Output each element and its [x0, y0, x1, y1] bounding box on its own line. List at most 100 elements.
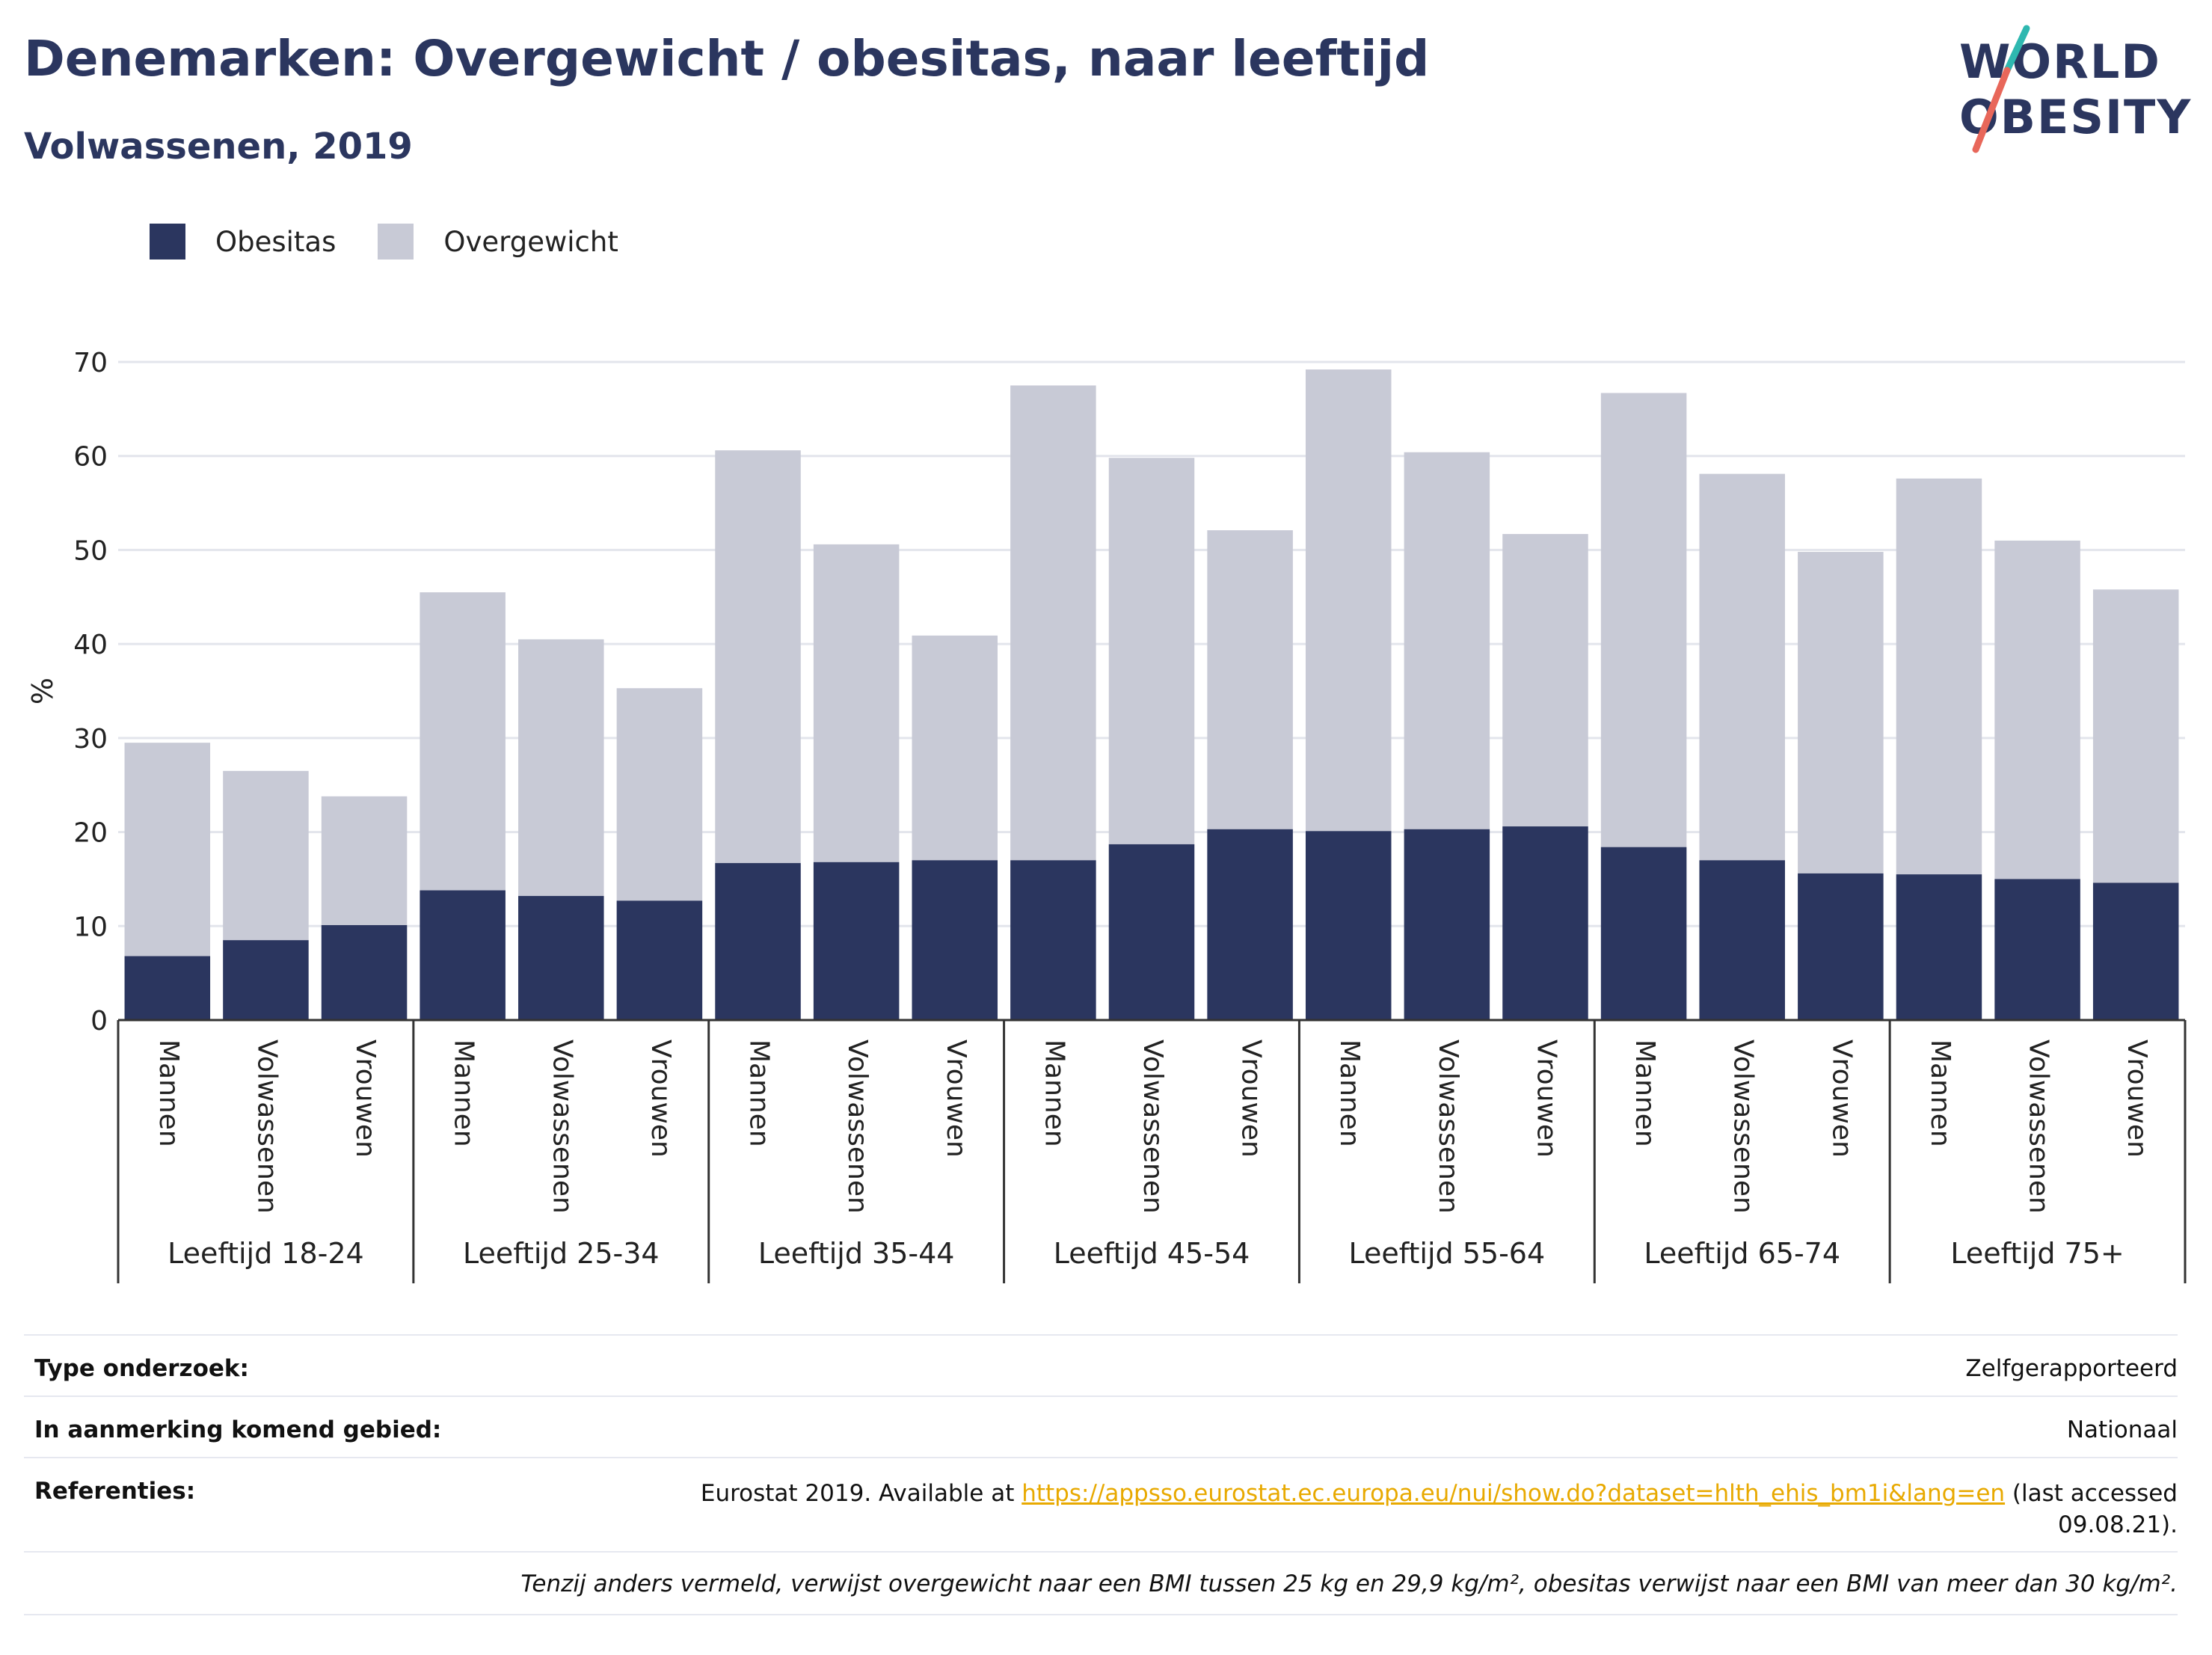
- bar-overgewicht: [1010, 385, 1096, 861]
- meta-row-type: Type onderzoek: Zelfgerapporteerd: [24, 1334, 2178, 1397]
- x-subcategory-label: Vrouwen: [1531, 1040, 1561, 1158]
- bar-overgewicht: [1404, 452, 1490, 829]
- y-tick-label: 50: [73, 535, 108, 566]
- x-subcategory-label: Mannen: [1334, 1040, 1365, 1147]
- bar-obesitas: [321, 925, 408, 1020]
- bar-obesitas: [124, 956, 211, 1020]
- svg-text:WORLD: WORLD: [1959, 34, 2161, 89]
- x-subcategory-label: Mannen: [1039, 1040, 1069, 1147]
- x-subcategory-label: Mannen: [1925, 1040, 1956, 1147]
- bar-overgewicht: [715, 450, 801, 864]
- x-subcategory-label: Volwassenen: [1728, 1040, 1759, 1214]
- x-subcategory-label: Vrouwen: [1826, 1040, 1857, 1158]
- x-subcategory-label: Mannen: [153, 1040, 184, 1147]
- bar-obesitas: [813, 862, 900, 1020]
- legend-label-overgewicht: Overgewicht: [443, 225, 618, 258]
- x-subcategory-label: Vrouwen: [645, 1040, 676, 1158]
- bar-overgewicht: [1896, 478, 1982, 875]
- y-tick-label: 40: [73, 630, 108, 660]
- x-subcategory-label: Mannen: [1629, 1040, 1660, 1147]
- bar-obesitas: [1404, 829, 1490, 1020]
- y-tick-label: 20: [73, 818, 108, 849]
- bar-obesitas: [223, 940, 309, 1020]
- bar-overgewicht: [1994, 540, 2080, 879]
- y-axis-label: %: [26, 678, 59, 704]
- bar-overgewicht: [1108, 458, 1195, 844]
- x-subcategory-label: Volwassenen: [842, 1040, 873, 1214]
- x-subcategory-label: Volwassenen: [251, 1040, 282, 1214]
- bar-overgewicht: [124, 743, 211, 957]
- x-subcategory-label: Mannen: [744, 1040, 775, 1147]
- meta-row-note: Tenzij anders vermeld, verwijst overgewi…: [24, 1551, 2178, 1615]
- legend-swatch-overgewicht: [378, 224, 414, 260]
- bar-obesitas: [616, 900, 703, 1020]
- bar-overgewicht: [616, 688, 703, 901]
- x-subcategory-label: Volwassenen: [2024, 1040, 2054, 1214]
- x-subcategory-label: Volwassenen: [1433, 1040, 1463, 1214]
- meta-area-label: In aanmerking komend gebied:: [34, 1416, 442, 1443]
- bar-overgewicht: [1600, 393, 1687, 847]
- chart-legend: Obesitas Overgewicht: [150, 221, 660, 262]
- page-title: Denemarken: Overgewicht / obesitas, naar…: [24, 30, 1430, 87]
- meta-type-label: Type onderzoek:: [34, 1355, 249, 1382]
- meta-area-value: Nationaal: [2066, 1416, 2178, 1443]
- bar-obesitas: [912, 860, 998, 1020]
- bar-overgewicht: [813, 544, 900, 862]
- meta-row-references: Referenties: Eurostat 2019. Available at…: [24, 1457, 2178, 1553]
- x-subcategory-label: Vrouwen: [941, 1040, 971, 1158]
- reference-link[interactable]: https://appsso.eurostat.ec.europa.eu/nui…: [1021, 1480, 2006, 1507]
- bar-obesitas: [1994, 879, 2080, 1020]
- y-tick-label: 10: [73, 912, 108, 942]
- metadata-table: Type onderzoek: Zelfgerapporteerd In aan…: [24, 1334, 2178, 1648]
- bar-obesitas: [2092, 882, 2179, 1020]
- x-group-label: Leeftijd 75+: [1950, 1237, 2124, 1270]
- x-subcategory-label: Vrouwen: [350, 1040, 381, 1158]
- y-tick-label: 60: [73, 442, 108, 473]
- bar-overgewicht: [1699, 473, 1785, 861]
- meta-ref-prefix: Eurostat 2019. Available at: [700, 1480, 1022, 1507]
- legend-swatch-obesitas: [150, 224, 185, 260]
- bar-overgewicht: [1207, 530, 1293, 829]
- y-tick-label: 30: [73, 724, 108, 755]
- x-subcategory-label: Volwassenen: [547, 1040, 577, 1214]
- stacked-bar-chart: 0 10 20 30 40 50 60 70% Mannen Volwassenen Vrouwen…: [26, 348, 2187, 1283]
- x-group-label: Leeftijd 55-64: [1349, 1237, 1546, 1270]
- bar-overgewicht: [2092, 589, 2179, 883]
- x-subcategory-label: Vrouwen: [2122, 1040, 2152, 1158]
- bar-overgewicht: [321, 796, 408, 926]
- bar-overgewicht: [1305, 369, 1392, 832]
- bar-overgewicht: [1502, 534, 1588, 827]
- x-group-label: Leeftijd 45-54: [1054, 1237, 1250, 1270]
- legend-label-obesitas: Obesitas: [215, 225, 337, 258]
- meta-type-value: Zelfgerapporteerd: [1965, 1355, 2178, 1382]
- bar-overgewicht: [420, 592, 506, 891]
- x-group-label: Leeftijd 25-34: [463, 1237, 660, 1270]
- bar-obesitas: [1207, 829, 1293, 1020]
- bar-obesitas: [1798, 873, 1884, 1020]
- meta-ref-suffix: (last accessed: [2005, 1480, 2178, 1507]
- bar-obesitas: [1108, 844, 1195, 1020]
- x-group-label: Leeftijd 65-74: [1644, 1237, 1840, 1270]
- bar-obesitas: [1502, 826, 1588, 1020]
- meta-ref-value: Eurostat 2019. Available at https://apps…: [701, 1478, 2178, 1541]
- bar-overgewicht: [518, 639, 604, 897]
- y-tick-label: 0: [90, 1006, 108, 1037]
- x-subcategory-label: Volwassenen: [1137, 1040, 1168, 1214]
- x-group-label: Leeftijd 18-24: [168, 1237, 364, 1270]
- meta-row-area: In aanmerking komend gebied: Nationaal: [24, 1395, 2178, 1458]
- meta-ref-date: 09.08.21).: [2058, 1511, 2178, 1538]
- world-obesity-logo: WORLD OBESITY: [1959, 25, 2190, 153]
- page-subtitle: Volwassenen, 2019: [24, 126, 413, 168]
- bar-obesitas: [1896, 874, 1982, 1020]
- bar-obesitas: [715, 863, 801, 1020]
- x-subcategory-label: Vrouwen: [1236, 1040, 1267, 1158]
- bar-overgewicht: [223, 770, 309, 941]
- bar-obesitas: [1305, 831, 1392, 1020]
- bar-overgewicht: [1798, 551, 1884, 873]
- bar-obesitas: [518, 896, 604, 1020]
- x-group-label: Leeftijd 35-44: [758, 1237, 955, 1270]
- bar-obesitas: [1699, 860, 1785, 1020]
- bar-overgewicht: [912, 635, 998, 861]
- bar-obesitas: [420, 890, 506, 1020]
- meta-note: Tenzij anders vermeld, verwijst overgewi…: [520, 1570, 2178, 1597]
